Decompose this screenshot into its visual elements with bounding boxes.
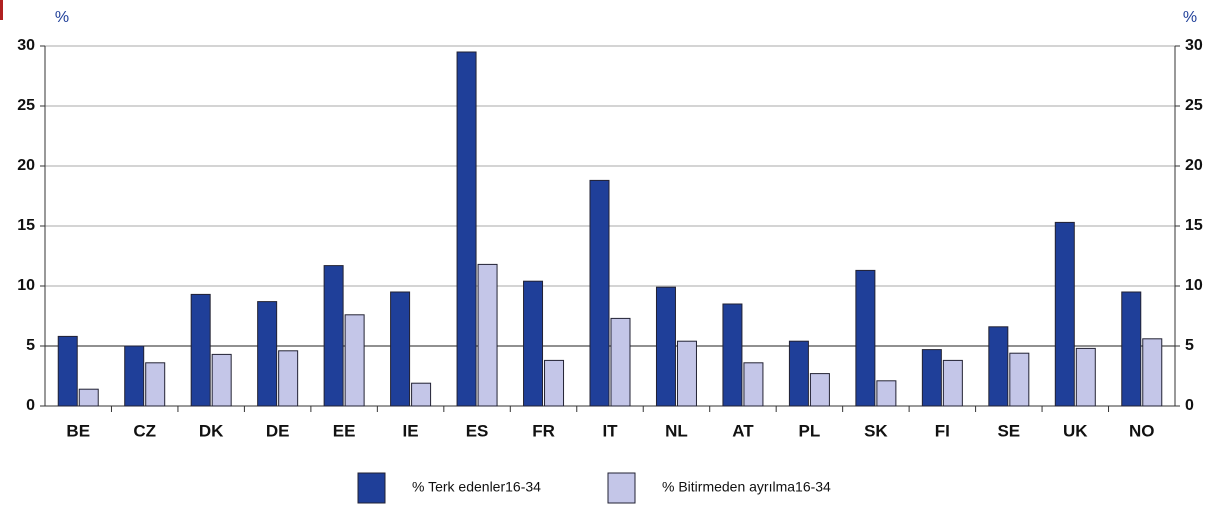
bar xyxy=(456,51,477,407)
bar xyxy=(855,269,876,407)
bar xyxy=(988,326,1009,407)
legend-label: % Terk edenler16-34 xyxy=(412,479,541,495)
x-tick-label: EE xyxy=(333,421,356,440)
bar xyxy=(78,388,99,407)
x-tick-label: UK xyxy=(1063,421,1088,440)
bar xyxy=(676,340,697,407)
bar xyxy=(344,314,365,407)
y2-tick-label: 5 xyxy=(1185,337,1194,354)
bar xyxy=(190,293,211,407)
bar xyxy=(523,280,544,407)
bar xyxy=(124,345,145,407)
y-tick-label: 10 xyxy=(17,277,35,294)
bar xyxy=(145,362,166,407)
x-tick-label: ES xyxy=(466,421,489,440)
bar xyxy=(323,265,344,407)
legend-swatch xyxy=(607,472,636,504)
x-tick-label: DE xyxy=(266,421,290,440)
corner-mark xyxy=(0,0,3,20)
bar xyxy=(1075,347,1096,407)
y-tick-label: 15 xyxy=(17,217,35,234)
bar xyxy=(1009,352,1030,407)
y2-tick-label: 30 xyxy=(1185,37,1203,54)
legend-swatch xyxy=(357,472,386,504)
bar xyxy=(1142,338,1163,407)
x-tick-label: SE xyxy=(997,421,1020,440)
x-tick-label: FR xyxy=(532,421,555,440)
x-tick-label: SK xyxy=(864,421,888,440)
x-tick-label: FI xyxy=(935,421,950,440)
bar xyxy=(390,291,411,407)
bar xyxy=(589,179,610,407)
x-tick-label: AT xyxy=(732,421,754,440)
bar xyxy=(942,359,963,407)
y2-tick-label: 25 xyxy=(1185,97,1203,114)
x-tick-label: IE xyxy=(403,421,419,440)
bar xyxy=(655,286,676,407)
x-tick-label: NO xyxy=(1129,421,1155,440)
y2-tick-label: 15 xyxy=(1185,217,1203,234)
y-tick-label: 30 xyxy=(17,37,35,54)
bar xyxy=(743,362,764,407)
y2-unit: % xyxy=(1183,9,1197,26)
bar xyxy=(477,263,498,407)
y2-tick-label: 20 xyxy=(1185,157,1203,174)
x-tick-label: CZ xyxy=(133,421,156,440)
bar xyxy=(57,335,78,407)
bar xyxy=(411,382,432,407)
x-tick-label: IT xyxy=(602,421,618,440)
y-tick-label: 20 xyxy=(17,157,35,174)
bar xyxy=(610,317,631,407)
bar xyxy=(544,359,565,407)
x-tick-label: DK xyxy=(199,421,224,440)
x-tick-label: NL xyxy=(665,421,688,440)
bar xyxy=(1054,221,1075,407)
y-tick-label: 0 xyxy=(26,397,35,414)
x-tick-label: PL xyxy=(799,421,821,440)
bar xyxy=(257,301,278,407)
bar xyxy=(788,340,809,407)
legend-label: % Bitirmeden ayrılma16-34 xyxy=(662,479,831,495)
y-unit: % xyxy=(55,9,69,26)
y2-tick-label: 0 xyxy=(1185,397,1194,414)
bar xyxy=(809,373,830,407)
y2-tick-label: 10 xyxy=(1185,277,1203,294)
bar xyxy=(876,380,897,407)
bar xyxy=(722,303,743,407)
bar xyxy=(211,353,232,407)
y-tick-label: 5 xyxy=(26,337,35,354)
bar xyxy=(278,350,299,407)
bar xyxy=(921,349,942,407)
y-tick-label: 25 xyxy=(17,97,35,114)
x-tick-label: BE xyxy=(66,421,90,440)
bar xyxy=(1121,291,1142,407)
